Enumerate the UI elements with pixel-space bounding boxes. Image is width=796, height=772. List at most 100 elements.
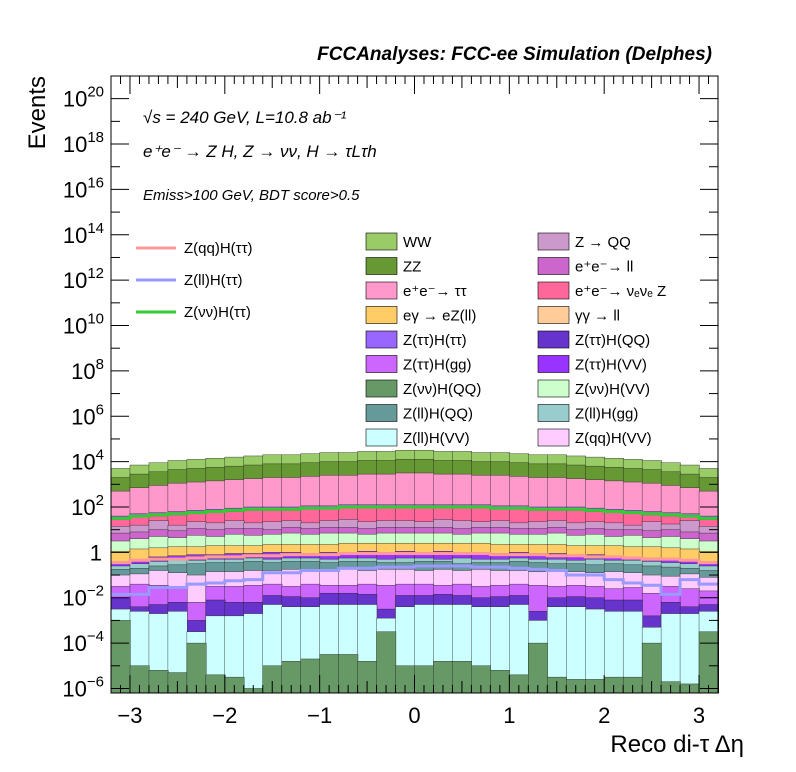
legend-label: Z(ττ)H(VV) [575, 357, 647, 374]
legend-entry-z-ll-h-qq: Z(ll)H(QQ) [365, 404, 473, 423]
y-tick-label: 102 [71, 492, 104, 520]
bar-z-h-qq-31 [698, 631, 719, 694]
legend-label: eγ → eZ(ll) [403, 308, 476, 325]
x-axis: −3 −2 −1 0 1 2 3 [110, 76, 719, 728]
legend-entry-z-qq: Z → QQ [537, 232, 631, 251]
legend-label: Z(νν)H(QQ) [403, 381, 481, 398]
legend-box-swatch [537, 257, 570, 275]
x-axis-label: Reco di-τ Δη [610, 731, 744, 758]
legend-label: WW [403, 234, 432, 251]
legend-label: e⁺e⁻→ ττ [403, 283, 467, 300]
annotation-process: e⁺e⁻ → Z H, Z → νν, H → τLτh [143, 142, 377, 161]
legend-entry-z-h-qq: Z(νν)H(QQ) [365, 379, 481, 398]
series-z-h-qq [110, 620, 719, 694]
legend-entry-e-e: e⁺e⁻→ ττ [365, 281, 467, 300]
legend-box-swatch [365, 232, 398, 251]
legend-box-swatch [365, 281, 398, 300]
bar-z-ll-h-vv-7 [243, 613, 264, 694]
legend-label: Z(νν)H(ττ) [184, 304, 251, 321]
legend-box-swatch [365, 428, 398, 447]
legend-label: Z(ττ)H(gg) [403, 357, 472, 374]
y-tick-label: 1020 [63, 84, 104, 112]
legend-entry-e-ez-ll: eγ → eZ(ll) [365, 306, 476, 325]
legend-label: Z(ll)H(gg) [575, 406, 638, 423]
line-z-h [111, 505, 718, 520]
y-tick-label: 106 [71, 401, 104, 429]
legend-label: Z(qq)H(ττ) [184, 240, 253, 257]
legend-box-swatch [537, 428, 570, 447]
legend-label: Z(νν)H(VV) [575, 381, 650, 398]
legend-entry-z-qq-h-vv: Z(qq)H(VV) [537, 428, 652, 447]
legend-box-swatch [537, 281, 570, 300]
legend-entry-z-h-qq: Z(ττ)H(QQ) [537, 330, 650, 349]
legend-box-swatch [365, 330, 398, 349]
legend-box-swatch [537, 379, 570, 398]
legend-entry-z-ll-h-vv: Z(ll)H(VV) [365, 428, 470, 447]
legend-entry-z-h-vv: Z(νν)H(VV) [537, 379, 650, 398]
legend-entry-e-e-z: e⁺e⁻→ νₑνₑ Z [537, 281, 666, 300]
x-tick-label: 1 [503, 703, 515, 728]
bar-z-ll-h-vv-30 [679, 613, 700, 694]
y-tick-label: 1012 [63, 265, 104, 293]
legend-label: e⁺e⁻→ νₑνₑ Z [575, 283, 666, 300]
y-tick-label: 10−4 [62, 628, 104, 656]
y-tick-label: 108 [71, 356, 104, 384]
legend-entry-ll: γγ → ll [537, 306, 620, 325]
y-tick-label: 10−6 [62, 673, 104, 701]
bar-z-h-qq-14 [376, 631, 397, 694]
x-tick-label: 0 [408, 703, 420, 728]
y-tick-label: 1016 [63, 174, 104, 202]
y-axis: 10−6 10−4 10−2 1 102 104 106 108 1010 1012 1014 101… [62, 75, 718, 701]
y-tick-label: 1014 [63, 220, 104, 248]
legend-box-swatch [365, 257, 398, 275]
x-tick-label: −3 [117, 703, 142, 728]
y-tick-label: 10−2 [62, 583, 104, 611]
legend-label: Z(ll)H(QQ) [403, 406, 473, 423]
legend-label: Z(ll)H(VV) [403, 430, 470, 447]
chart-title: FCCAnalyses: FCC-ee Simulation (Delphes) [317, 44, 712, 65]
legend-box-swatch [537, 330, 570, 349]
legend-box-swatch [537, 355, 570, 373]
legend-entry-z-qq-h: Z(qq)H(ττ) [136, 240, 253, 257]
legend-entry-ww: WW [365, 232, 432, 251]
x-tick-label: 3 [693, 703, 705, 728]
legend: Z(qq)H(ττ) Z(ll)H(ττ) Z(νν)H(ττ) WW Z → QQ ZZ… [136, 232, 666, 447]
legend-label: Z(ττ)H(ττ) [403, 332, 467, 349]
annotation-cuts: Emiss>100 GeV, BDT score>0.5 [143, 187, 360, 204]
legend-entry-z-h-vv: Z(ττ)H(VV) [537, 355, 647, 374]
y-tick-label: 1010 [63, 311, 104, 339]
legend-label: Z(ll)H(ττ) [184, 272, 243, 289]
line-z-qq-h [111, 551, 718, 565]
legend-box-swatch [365, 404, 398, 422]
legend-entry-zz: ZZ [365, 257, 421, 276]
axes: −3 −2 −1 0 1 2 310−610−410−2110210410610810101… [62, 75, 719, 728]
legend-box-swatch [365, 306, 398, 324]
overlay-lines [111, 505, 718, 596]
y-tick-label: 1018 [63, 129, 104, 157]
y-tick-label: 104 [71, 447, 104, 475]
x-tick-label: −1 [307, 703, 332, 728]
legend-label: Z → QQ [575, 234, 631, 251]
bar-z-ll-h-vv-29 [660, 613, 681, 694]
legend-label: ZZ [403, 259, 421, 276]
legend-box-swatch [537, 404, 570, 422]
annotation-energy: √s = 240 GeV, L=10.8 ab⁻¹ [143, 108, 347, 127]
legend-label: e⁺e⁻→ ll [575, 259, 633, 276]
stacked-histogram-bars [110, 450, 719, 694]
bar-z-h-qq-0 [110, 620, 131, 694]
legend-entry-z-ll-h-gg: Z(ll)H(gg) [537, 404, 638, 423]
legend-label: Z(ττ)H(QQ) [575, 332, 650, 349]
legend-entry-z-h-gg: Z(ττ)H(gg) [365, 355, 472, 374]
legend-label: Z(qq)H(VV) [575, 430, 652, 447]
legend-entry-z-ll-h: Z(ll)H(ττ) [136, 272, 243, 289]
legend-box-swatch [365, 355, 398, 373]
x-tick-label: −2 [212, 703, 237, 728]
line-z-ll-h [111, 564, 718, 596]
legend-entry-z-h: Z(νν)H(ττ) [136, 304, 251, 321]
x-tick-label: 2 [598, 703, 610, 728]
legend-box-swatch [537, 232, 570, 251]
y-tick-label: 1 [90, 540, 102, 565]
y-axis-label: Events [24, 76, 51, 149]
legend-box-swatch [537, 306, 570, 324]
